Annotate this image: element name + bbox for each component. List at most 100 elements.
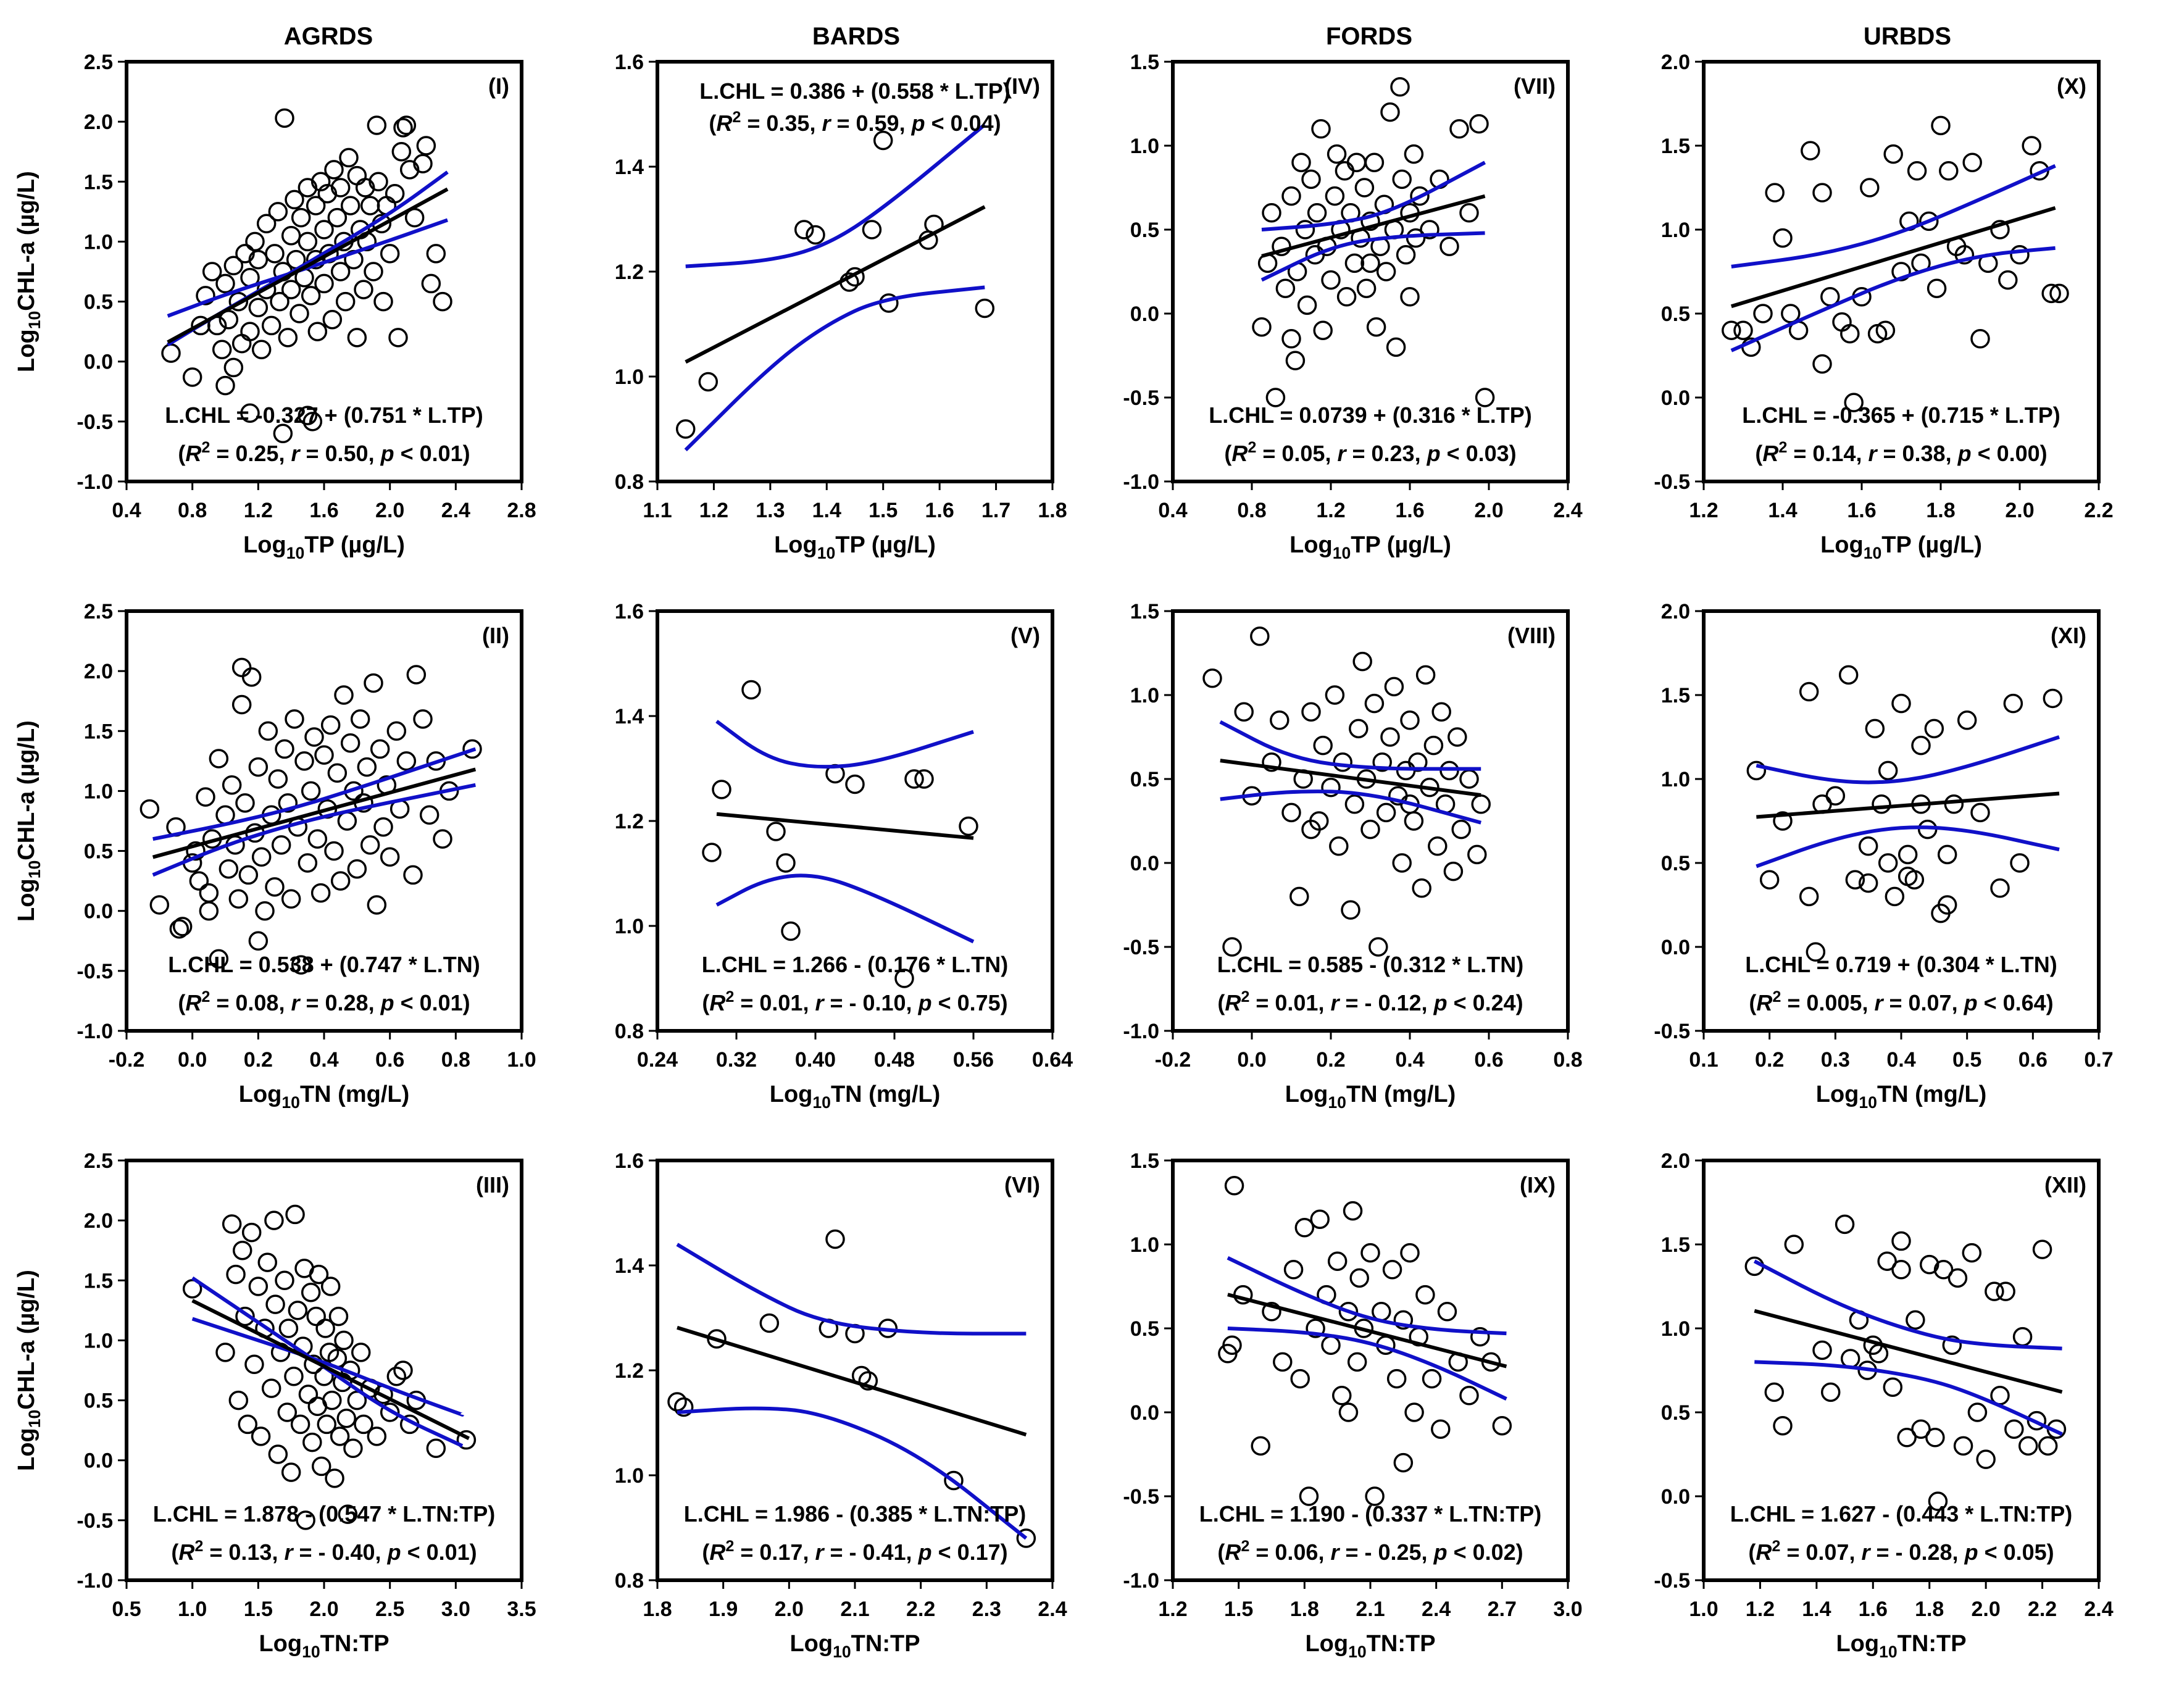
x-tick-label: 0.2 [1755, 1048, 1784, 1072]
data-point [1928, 1491, 1948, 1511]
data-point [1360, 211, 1380, 231]
y-tick-label: 1.5 [1130, 1149, 1159, 1173]
data-point [343, 1438, 363, 1459]
regression-equation: L.CHL = 1.878 - (0.547 * L.TN:TP) [153, 1501, 495, 1527]
x-tick-label: 0.64 [1032, 1048, 1073, 1072]
data-point [1285, 351, 1306, 370]
panel-viii: -0.2 0.0 0.2 0.4 0.6 0.8 -1.0 -0.5 0.0 0.5 1.0 1.5 L… [1123, 600, 1582, 1112]
data-point [268, 202, 288, 222]
data-point [1812, 183, 1832, 202]
panel-v: 0.24 0.32 0.40 0.48 0.56 0.64 0.8 1.0 1.2 1.4 1.6 L… [615, 600, 1073, 1112]
x-tick-label: 2.1 [1356, 1598, 1385, 1621]
x-tick-label: 1.6 [925, 499, 954, 522]
data-point [1306, 1318, 1325, 1338]
data-point [296, 1510, 315, 1530]
y-tick-label: -1.0 [77, 1020, 113, 1043]
data-point [1275, 278, 1296, 298]
x-tick-label: 0.8 [1237, 499, 1266, 522]
data-point [426, 244, 446, 264]
data-point [2012, 1327, 2033, 1347]
data-point [1765, 183, 1785, 202]
data-point [302, 412, 323, 431]
x-tick-label: 2.2 [2028, 1598, 2057, 1621]
data-point [1392, 169, 1412, 190]
data-point [1471, 794, 1491, 814]
y-tick-label: 1.5 [84, 720, 113, 743]
data-point [360, 835, 380, 855]
data-point [1812, 354, 1832, 374]
data-point [702, 843, 722, 862]
data-point [161, 343, 181, 363]
data-point [1858, 836, 1878, 856]
data-point [290, 304, 309, 323]
x-tick-label: 1.6 [1859, 1598, 1888, 1621]
data-point [1329, 836, 1349, 856]
x-tick-label: 0.2 [1316, 1048, 1345, 1072]
data-point [1301, 702, 1321, 722]
data-point [325, 1468, 344, 1488]
panel-label: (II) [482, 623, 509, 648]
x-tick-label: 2.0 [375, 499, 404, 522]
data-point [1953, 1436, 1973, 1456]
data-point [251, 1427, 271, 1446]
data-point [1865, 719, 1885, 739]
plot-area [702, 680, 978, 988]
data-point [1290, 1368, 1310, 1389]
x-tick-label: 2.4 [1553, 499, 1582, 522]
data-point [1365, 1486, 1385, 1506]
y-tick-label: 1.5 [1661, 135, 1690, 158]
data-point [248, 298, 269, 318]
regression-equation: L.CHL = 0.585 - (0.312 * L.TN) [1217, 952, 1524, 977]
regression-stats: (R2 = 0.01, r = - 0.12, p < 0.24) [1217, 988, 1523, 1015]
y-tick-label: -0.5 [1654, 1569, 1690, 1593]
x-tick-label: -0.2 [109, 1048, 145, 1072]
data-point [1891, 1231, 1911, 1251]
data-point [2041, 283, 2061, 304]
x-tick-label: 0.0 [178, 1048, 207, 1072]
data-point [298, 406, 318, 425]
regression-line [152, 767, 477, 859]
data-point [1272, 236, 1291, 256]
y-tick-label: 1.5 [84, 170, 113, 194]
x-tick-label: 1.2 [1316, 499, 1345, 522]
y-tick-label: 1.4 [615, 705, 644, 728]
y-axis-label: Log10CHL-a (µg/L) [14, 171, 44, 372]
x-tick-label: 2.1 [840, 1598, 869, 1621]
regression-stats: (R2 = 0.07, r = - 0.28, p < 0.05) [1748, 1538, 2054, 1565]
x-tick-label: 1.8 [1915, 1598, 1944, 1621]
regression-equation: L.CHL = 1.627 - (0.443 * L.TN:TP) [1730, 1501, 2072, 1527]
data-point [281, 1462, 301, 1482]
x-tick-label: 2.3 [972, 1598, 1001, 1621]
data-point [1825, 786, 1846, 806]
data-point [1386, 1368, 1407, 1389]
data-point [1390, 77, 1410, 97]
data-point [1875, 320, 1896, 340]
confidence-band-lower [1220, 789, 1481, 825]
data-point [1392, 853, 1412, 873]
x-axis-label: Log10TN (mg/L) [239, 1081, 410, 1112]
data-point [307, 322, 328, 341]
data-point [1252, 317, 1272, 337]
data-point [673, 1397, 694, 1417]
data-point [1919, 1254, 1939, 1275]
data-point [1415, 665, 1436, 685]
data-point [1443, 861, 1464, 881]
data-point [1295, 220, 1315, 240]
y-tick-label: 1.0 [1661, 219, 1690, 242]
data-point [1321, 1335, 1341, 1355]
data-point [314, 273, 334, 294]
regression-line [167, 187, 449, 344]
data-point [281, 889, 301, 909]
data-point [244, 1354, 264, 1375]
data-point [1891, 262, 1911, 281]
data-point [304, 727, 324, 747]
data-point [314, 220, 334, 240]
data-point [354, 280, 373, 299]
data-point [350, 709, 370, 729]
data-point [1307, 203, 1327, 223]
data-point [2010, 245, 2030, 265]
y-tick-label: 0.5 [1661, 302, 1690, 326]
x-tick-label: 3.5 [507, 1598, 536, 1621]
x-tick-label: 0.6 [375, 1048, 404, 1072]
y-tick-label: 0.0 [1661, 386, 1690, 410]
